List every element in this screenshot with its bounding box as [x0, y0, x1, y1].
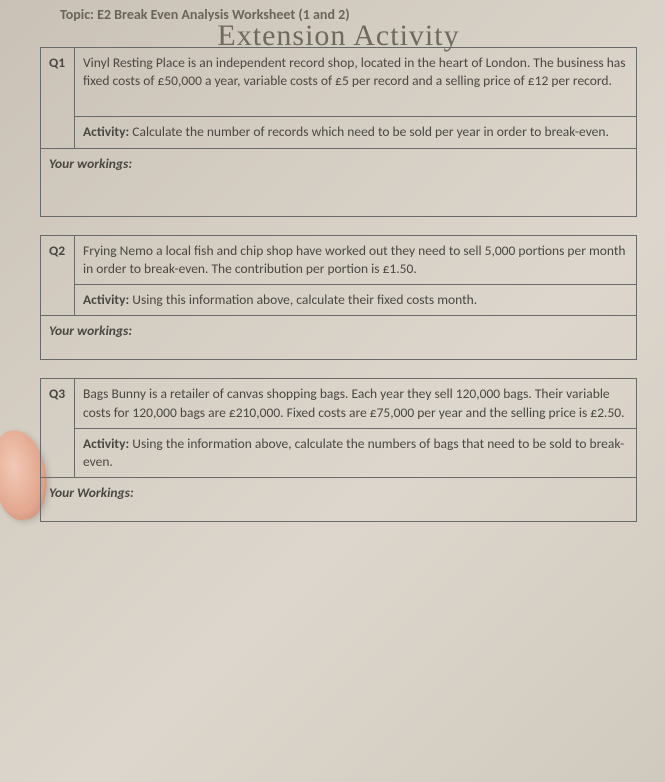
q2-activity-text: Using this information above, calculate …	[129, 291, 477, 308]
question-3-table: Q3 Bags Bunny is a retailer of canvas sh…	[40, 378, 637, 522]
workings-label: Your Workings:	[49, 484, 134, 501]
q1-activity-text: Calculate the number of records which ne…	[129, 123, 609, 140]
q1-description-cell: Vinyl Resting Place is an independent re…	[75, 48, 637, 117]
q1-number-cell: Q1	[41, 48, 75, 149]
question-2-table: Q2 Frying Nemo a local fish and chip sho…	[40, 235, 637, 361]
worksheet-page: Topic: E2 Break Even Analysis Worksheet …	[40, 0, 637, 782]
q2-activity-cell: Activity: Using this information above, …	[75, 285, 637, 316]
q3-description-cell: Bags Bunny is a retailer of canvas shopp…	[75, 379, 637, 428]
q1-activity-cell: Activity: Calculate the number of record…	[75, 117, 637, 148]
q3-activity-cell: Activity: Using the information above, c…	[75, 428, 637, 477]
q2-description-cell: Frying Nemo a local fish and chip shop h…	[75, 235, 637, 284]
workings-label: Your workings:	[49, 322, 132, 339]
q3-workings-cell: Your Workings:	[41, 478, 637, 522]
activity-label: Activity:	[83, 435, 129, 452]
q3-activity-text: Using the information above, calculate t…	[83, 435, 624, 470]
activity-label: Activity:	[83, 291, 129, 308]
q3-number-cell: Q3	[41, 379, 75, 478]
q2-workings-cell: Your workings:	[41, 316, 637, 360]
question-1-table: Q1 Vinyl Resting Place is an independent…	[40, 47, 637, 217]
q2-number-cell: Q2	[41, 235, 75, 316]
activity-label: Activity:	[83, 123, 129, 140]
workings-label: Your workings:	[49, 155, 132, 172]
q1-workings-cell: Your workings:	[41, 148, 637, 216]
